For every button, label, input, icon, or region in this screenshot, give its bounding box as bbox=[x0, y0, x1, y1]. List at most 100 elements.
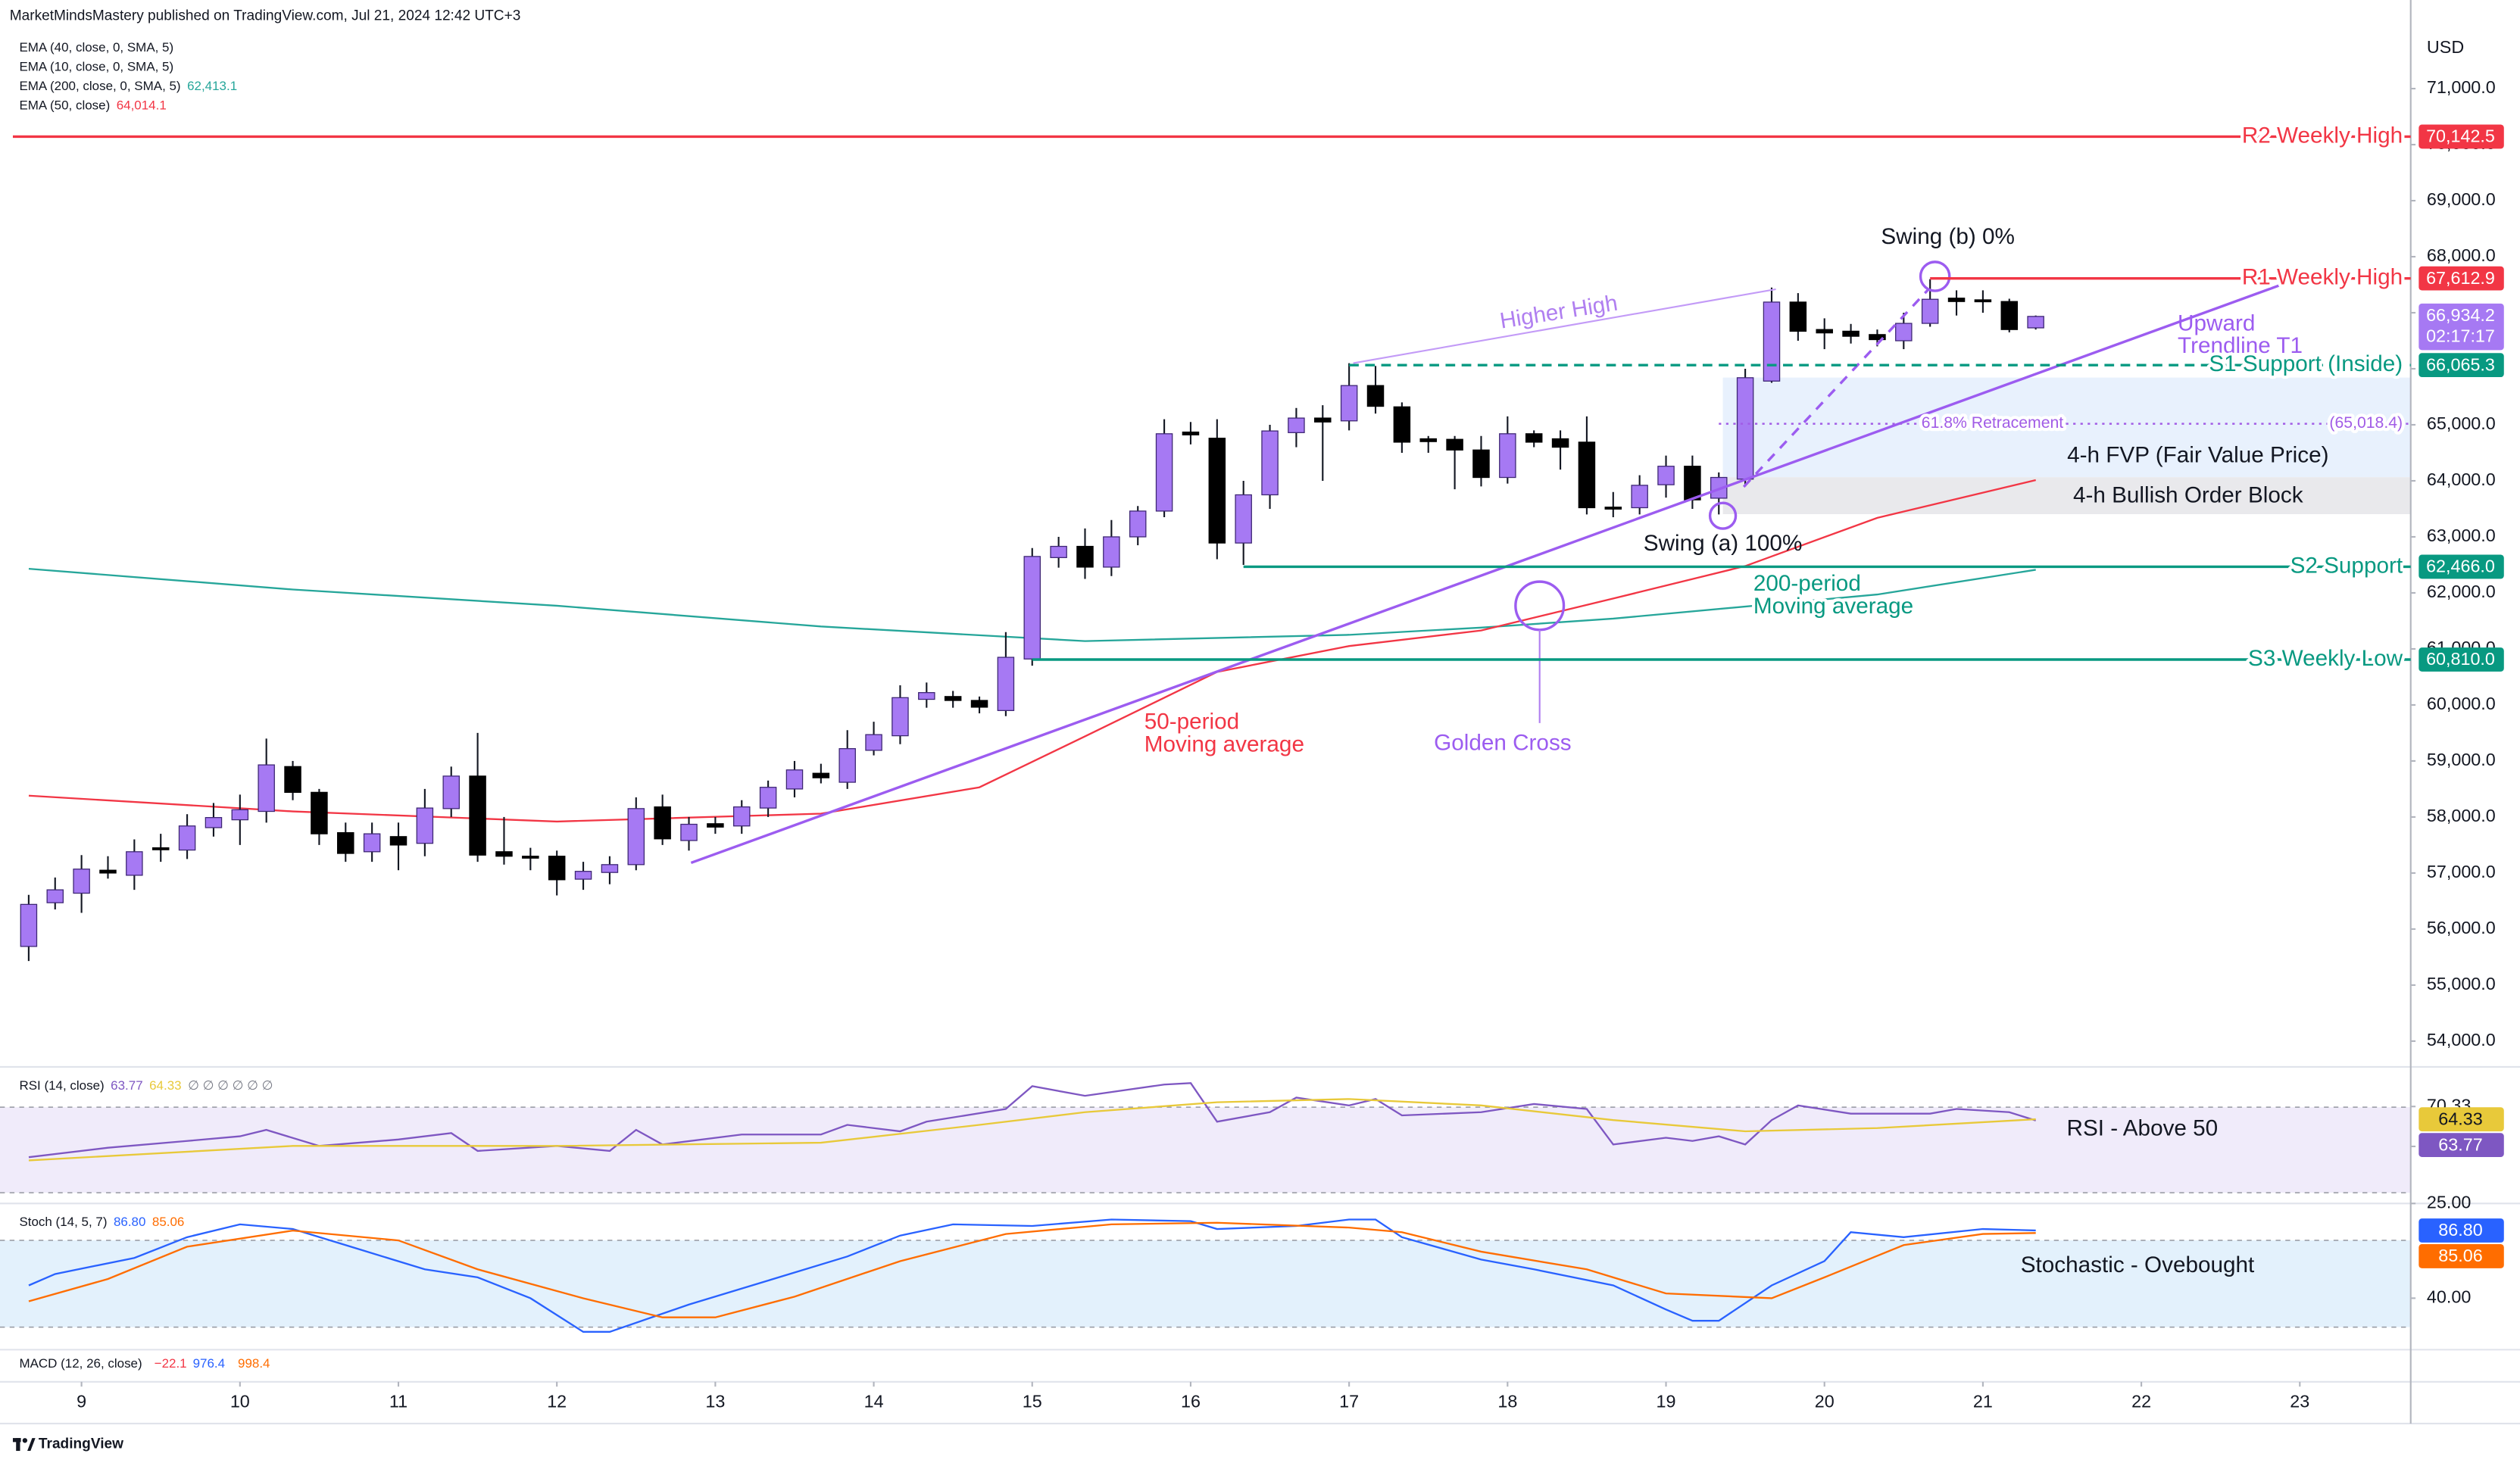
currency: USD bbox=[2427, 37, 2464, 57]
level-label: S1 Support (Inside) bbox=[2209, 351, 2403, 376]
candle-body bbox=[469, 775, 486, 856]
x-tick-label: 11 bbox=[389, 1392, 408, 1411]
annotation: Moving average bbox=[1144, 731, 1304, 756]
candle-body bbox=[46, 889, 64, 903]
candle-body bbox=[205, 817, 223, 828]
candle-body bbox=[654, 806, 671, 840]
panel-value: 85.06 bbox=[152, 1215, 184, 1229]
candle-body bbox=[416, 807, 434, 844]
candle-body bbox=[337, 832, 354, 854]
candle-body bbox=[1023, 556, 1041, 660]
price-tag bbox=[2419, 1244, 2504, 1268]
macd-value: 976.4 bbox=[193, 1356, 225, 1371]
candle-body bbox=[363, 833, 381, 853]
price-tag bbox=[2419, 266, 2504, 291]
candle-body bbox=[1763, 301, 1781, 382]
candle-body bbox=[997, 657, 1015, 711]
x-tick-label: 13 bbox=[705, 1392, 725, 1411]
candle-body bbox=[601, 864, 619, 873]
candle-body bbox=[1684, 466, 1701, 501]
level-label: R2 Weekly High bbox=[2242, 123, 2403, 148]
series-line bbox=[28, 1098, 2036, 1162]
candle-body bbox=[1288, 417, 1305, 433]
candle-body bbox=[126, 851, 143, 876]
candle-body bbox=[311, 791, 328, 834]
candle-body bbox=[627, 808, 645, 866]
y-tick-label: 57,000.0 bbox=[2427, 862, 2496, 881]
price-tag-label: 60,810.0 bbox=[2426, 649, 2495, 669]
series-line bbox=[28, 567, 2036, 642]
candle-body bbox=[1604, 507, 1622, 510]
price-tag bbox=[2419, 1218, 2504, 1243]
price-tag bbox=[2419, 647, 2504, 672]
level-label: 61.8% Retracement bbox=[1922, 414, 2063, 432]
y-tick-label: 60,000.0 bbox=[2427, 694, 2496, 713]
y-tick-label: 69,000.0 bbox=[2427, 189, 2496, 209]
band bbox=[0, 1240, 2411, 1327]
x-tick-label: 16 bbox=[1181, 1392, 1201, 1411]
candle-body bbox=[1816, 329, 1833, 334]
legend-value: 64,014.1 bbox=[117, 98, 167, 113]
y-tick-label: 54,000.0 bbox=[2427, 1030, 2496, 1050]
y-tick-label: 63,000.0 bbox=[2427, 526, 2496, 545]
legend-entry: EMA (200, close, 0, SMA, 5) bbox=[19, 79, 180, 93]
panel-extra: ∅ ∅ ∅ ∅ ∅ ∅ bbox=[188, 1078, 273, 1093]
macd-value: −22.1 bbox=[155, 1356, 187, 1371]
candle-body bbox=[284, 766, 301, 793]
annotation: 200-period bbox=[1753, 571, 1861, 596]
higher-high-line bbox=[1353, 288, 1776, 364]
candle-body bbox=[258, 764, 275, 813]
price-tag-label: 70,142.5 bbox=[2426, 126, 2495, 146]
candle-body bbox=[1947, 298, 1966, 302]
candle-body bbox=[1366, 385, 1385, 407]
y-tick-label: 65,000.0 bbox=[2427, 413, 2496, 433]
candle-body bbox=[759, 787, 777, 809]
candle-body bbox=[812, 772, 830, 778]
candle-body bbox=[970, 700, 988, 708]
y-tick-label: 40.00 bbox=[2427, 1287, 2471, 1307]
price-tag-label: 62,466.0 bbox=[2426, 557, 2495, 576]
y-tick-label: 64,000.0 bbox=[2427, 469, 2496, 489]
candle-body bbox=[99, 869, 117, 874]
annotation: Golden Cross bbox=[1434, 730, 1572, 755]
candle-body bbox=[389, 836, 408, 846]
annotation: Trendline T1 bbox=[2178, 333, 2303, 358]
y-tick-label: 56,000.0 bbox=[2427, 918, 2496, 937]
candle-body bbox=[1789, 301, 1807, 332]
candle-body bbox=[1499, 433, 1516, 479]
candle-body bbox=[1657, 466, 1675, 485]
candle-body bbox=[1129, 510, 1147, 538]
trendline bbox=[690, 282, 2283, 865]
countdown: 02:17:17 bbox=[2426, 326, 2495, 346]
candle-body bbox=[151, 847, 170, 850]
publisher: MarketMindsMastery published on TradingV… bbox=[10, 8, 521, 23]
candle-body bbox=[918, 692, 935, 700]
panel-value: 63.77 bbox=[111, 1078, 142, 1093]
x-tick-label: 15 bbox=[1023, 1392, 1042, 1411]
price-tag-label: 85.06 bbox=[2438, 1246, 2482, 1265]
candle-body bbox=[20, 903, 38, 947]
candle-body bbox=[1525, 433, 1543, 443]
y-tick-label: 62,000.0 bbox=[2427, 582, 2496, 601]
order-block-zone bbox=[1722, 477, 2411, 515]
candle-body bbox=[680, 823, 698, 841]
candle-body bbox=[442, 775, 460, 809]
candle-body bbox=[522, 856, 539, 859]
price-tag-label: 67,612.9 bbox=[2426, 268, 2495, 288]
panel-value: 86.80 bbox=[114, 1215, 145, 1229]
candle-body bbox=[1393, 406, 1411, 443]
candle-body bbox=[838, 748, 856, 783]
candle-body bbox=[495, 851, 513, 857]
y-tick-label: 55,000.0 bbox=[2427, 974, 2496, 993]
candle-body bbox=[548, 856, 566, 881]
legend-value: 62,413.1 bbox=[187, 79, 237, 93]
candle-body bbox=[1472, 449, 1490, 479]
candle-body bbox=[1235, 494, 1252, 544]
price-tag bbox=[2419, 554, 2504, 579]
candle-body bbox=[1076, 545, 1094, 568]
price-tag-label: 64.33 bbox=[2438, 1109, 2482, 1128]
candle-body bbox=[785, 769, 804, 790]
macd-title: MACD (12, 26, close) bbox=[19, 1356, 142, 1371]
